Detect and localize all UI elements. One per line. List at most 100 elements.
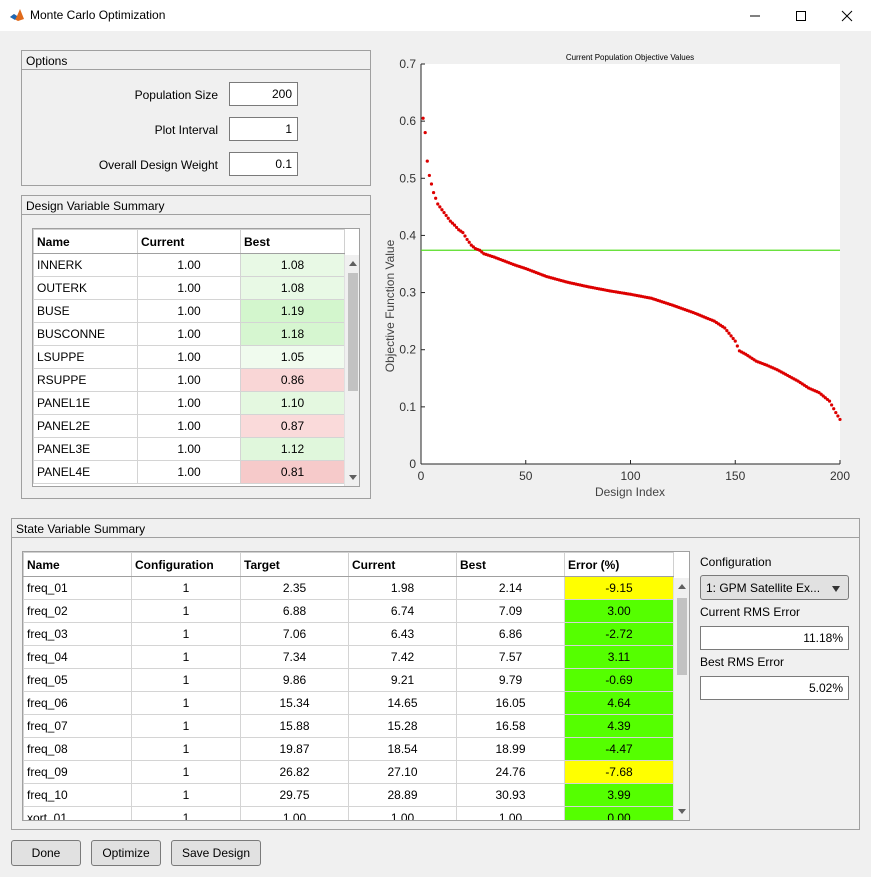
cell-error[interactable]: -2.72	[564, 622, 674, 646]
cell-name[interactable]: RSUPPE	[33, 368, 138, 392]
cell-current[interactable]: 14.65	[348, 691, 457, 715]
table-row[interactable]: PANEL2E 1.00 0.87	[33, 414, 345, 438]
cell-current[interactable]: 1.00	[137, 299, 241, 323]
column-header-error[interactable]: Error (%)	[564, 552, 674, 577]
cell-current[interactable]: 1.00	[137, 460, 241, 484]
cell-name[interactable]: freq_04	[23, 645, 132, 669]
cell-current[interactable]: 1.00	[137, 391, 241, 415]
cell-best[interactable]: 0.81	[240, 460, 345, 484]
cell-error[interactable]: -0.69	[564, 668, 674, 692]
cell-best[interactable]: 18.99	[456, 737, 565, 761]
cell-current[interactable]: 28.89	[348, 783, 457, 807]
cell-configuration[interactable]: 1	[131, 576, 241, 600]
cell-current[interactable]: 1.00	[137, 437, 241, 461]
table-row[interactable]: freq_01 1 2.35 1.98 2.14 -9.15	[23, 576, 674, 600]
cell-name[interactable]: freq_02	[23, 599, 132, 623]
save-design-button[interactable]: Save Design	[171, 840, 261, 866]
cell-name[interactable]: INNERK	[33, 253, 138, 277]
cell-current[interactable]: 1.00	[137, 345, 241, 369]
cell-current[interactable]: 1.00	[137, 253, 241, 277]
cell-target[interactable]: 29.75	[240, 783, 349, 807]
cell-target[interactable]: 15.88	[240, 714, 349, 738]
cell-target[interactable]: 7.34	[240, 645, 349, 669]
cell-best[interactable]: 24.76	[456, 760, 565, 784]
table-row[interactable]: PANEL1E 1.00 1.10	[33, 391, 345, 415]
cell-error[interactable]: 3.11	[564, 645, 674, 669]
table-row[interactable]: freq_04 1 7.34 7.42 7.57 3.11	[23, 645, 674, 669]
cell-error[interactable]: -9.15	[564, 576, 674, 600]
table-row[interactable]: BUSE 1.00 1.19	[33, 299, 345, 323]
cell-error[interactable]: 3.00	[564, 599, 674, 623]
maximize-button[interactable]	[778, 0, 824, 31]
cell-best[interactable]: 1.05	[240, 345, 345, 369]
cell-current[interactable]: 7.42	[348, 645, 457, 669]
cell-configuration[interactable]: 1	[131, 806, 241, 820]
minimize-button[interactable]	[732, 0, 778, 31]
scrollbar-thumb[interactable]	[348, 273, 358, 391]
cell-name[interactable]: BUSE	[33, 299, 138, 323]
table-row[interactable]: OUTERK 1.00 1.08	[33, 276, 345, 300]
cell-best[interactable]: 1.12	[240, 437, 345, 461]
cell-configuration[interactable]: 1	[131, 668, 241, 692]
cell-configuration[interactable]: 1	[131, 691, 241, 715]
design-weight-input[interactable]: 0.1	[229, 152, 298, 176]
cell-best[interactable]: 1.00	[456, 806, 565, 820]
cell-target[interactable]: 15.34	[240, 691, 349, 715]
cell-best[interactable]: 0.87	[240, 414, 345, 438]
cell-target[interactable]: 2.35	[240, 576, 349, 600]
close-button[interactable]	[824, 0, 870, 31]
cell-name[interactable]: freq_03	[23, 622, 132, 646]
cell-name[interactable]: xort_01	[23, 806, 132, 820]
cell-name[interactable]: freq_08	[23, 737, 132, 761]
population-size-input[interactable]: 200	[229, 82, 298, 106]
cell-best[interactable]: 1.10	[240, 391, 345, 415]
cell-name[interactable]: PANEL3E	[33, 437, 138, 461]
table-row[interactable]: PANEL4E 1.00 0.81	[33, 460, 345, 484]
cell-best[interactable]: 16.05	[456, 691, 565, 715]
optimize-button[interactable]: Optimize	[91, 840, 161, 866]
configuration-dropdown[interactable]: 1: GPM Satellite Ex...	[700, 575, 849, 600]
cell-target[interactable]: 7.06	[240, 622, 349, 646]
cell-best[interactable]: 16.58	[456, 714, 565, 738]
cell-current[interactable]: 6.43	[348, 622, 457, 646]
cell-target[interactable]: 19.87	[240, 737, 349, 761]
table-row[interactable]: PANEL3E 1.00 1.12	[33, 437, 345, 461]
table-row[interactable]: freq_08 1 19.87 18.54 18.99 -4.47	[23, 737, 674, 761]
cell-best[interactable]: 6.86	[456, 622, 565, 646]
cell-best[interactable]: 1.19	[240, 299, 345, 323]
cell-configuration[interactable]: 1	[131, 783, 241, 807]
cell-configuration[interactable]: 1	[131, 622, 241, 646]
cell-best[interactable]: 1.18	[240, 322, 345, 346]
column-header-target[interactable]: Target	[240, 552, 349, 577]
cell-best[interactable]: 7.57	[456, 645, 565, 669]
cell-configuration[interactable]: 1	[131, 714, 241, 738]
cell-target[interactable]: 6.88	[240, 599, 349, 623]
cell-name[interactable]: OUTERK	[33, 276, 138, 300]
cell-current[interactable]: 27.10	[348, 760, 457, 784]
column-header-best[interactable]: Best	[456, 552, 565, 577]
cell-best[interactable]: 2.14	[456, 576, 565, 600]
table-row[interactable]: freq_05 1 9.86 9.21 9.79 -0.69	[23, 668, 674, 692]
scroll-up-icon[interactable]	[349, 261, 357, 266]
cell-best[interactable]: 9.79	[456, 668, 565, 692]
column-header-name[interactable]: Name	[33, 229, 138, 254]
cell-error[interactable]: 4.39	[564, 714, 674, 738]
cell-name[interactable]: freq_01	[23, 576, 132, 600]
cell-best[interactable]: 1.08	[240, 276, 345, 300]
scroll-up-icon[interactable]	[678, 584, 686, 589]
done-button[interactable]: Done	[11, 840, 81, 866]
cell-name[interactable]: PANEL4E	[33, 460, 138, 484]
table-row[interactable]: freq_09 1 26.82 27.10 24.76 -7.68	[23, 760, 674, 784]
cell-name[interactable]: LSUPPE	[33, 345, 138, 369]
column-header-best[interactable]: Best	[240, 229, 345, 254]
table-row[interactable]: freq_03 1 7.06 6.43 6.86 -2.72	[23, 622, 674, 646]
cell-current[interactable]: 1.00	[137, 414, 241, 438]
cell-error[interactable]: -4.47	[564, 737, 674, 761]
table-row[interactable]: freq_10 1 29.75 28.89 30.93 3.99	[23, 783, 674, 807]
cell-error[interactable]: -7.68	[564, 760, 674, 784]
table-row[interactable]: LSUPPE 1.00 1.05	[33, 345, 345, 369]
cell-current[interactable]: 18.54	[348, 737, 457, 761]
column-header-current[interactable]: Current	[137, 229, 241, 254]
column-header-name[interactable]: Name	[23, 552, 132, 577]
cell-best[interactable]: 1.08	[240, 253, 345, 277]
